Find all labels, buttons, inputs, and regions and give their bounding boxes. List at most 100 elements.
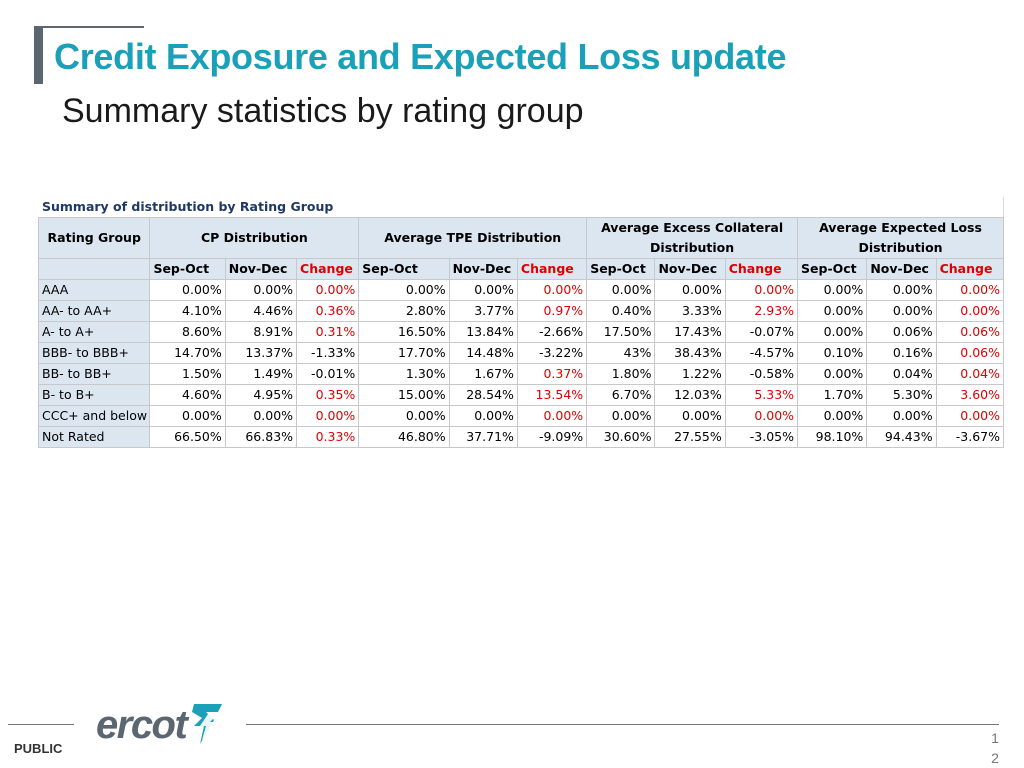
subheader-sep-oct: Sep-Oct <box>358 258 450 280</box>
subheader-nov-dec: Nov-Dec <box>448 258 518 280</box>
rating-group-label: BBB- to BBB+ <box>37 342 151 364</box>
subheader-sep-oct: Sep-Oct <box>586 258 656 280</box>
table-row: AA- to AA+ 4.10% 4.46% 0.36% 2.80% 3.77% 0.97%… <box>37 300 1005 322</box>
title-accent-rule <box>34 26 144 28</box>
value-cell: 27.55% <box>654 426 726 448</box>
value-cell: 14.48% <box>448 342 518 364</box>
value-cell: 0.00% <box>149 279 226 301</box>
change-cell: 0.97% <box>516 300 588 322</box>
subheader-change: Change <box>516 258 588 280</box>
value-cell: 0.00% <box>448 279 518 301</box>
change-cell: -3.22% <box>516 342 588 364</box>
rating-group-label: AA- to AA+ <box>37 300 151 322</box>
value-cell: 12.03% <box>654 384 726 406</box>
value-cell: 0.00% <box>586 279 656 301</box>
value-cell: 0.00% <box>866 405 937 427</box>
table-row: A- to A+ 8.60% 8.91% 0.31% 16.50% 13.84% -2.66… <box>37 321 1005 343</box>
ercot-lightning-star-icon <box>188 700 228 751</box>
value-cell: 4.95% <box>224 384 298 406</box>
group-header-excess-collateral: Average Excess Collateral Distribution <box>586 217 799 259</box>
table-body: AAA 0.00% 0.00% 0.00% 0.00% 0.00% 0.00% 0.00% 0.… <box>37 279 1005 448</box>
change-cell: -0.58% <box>724 363 799 385</box>
value-cell: 0.00% <box>797 279 868 301</box>
value-cell: 0.04% <box>866 363 937 385</box>
value-cell: 0.00% <box>448 405 518 427</box>
change-cell: -1.33% <box>296 342 360 364</box>
value-cell: 66.50% <box>149 426 226 448</box>
change-cell: -0.01% <box>296 363 360 385</box>
change-cell: -0.07% <box>724 321 799 343</box>
value-cell: 28.54% <box>448 384 518 406</box>
rating-group-label: Not Rated <box>37 426 151 448</box>
change-cell: 0.06% <box>935 342 1005 364</box>
table-row: BBB- to BBB+ 14.70% 13.37% -1.33% 17.70% 14.4… <box>37 342 1005 364</box>
value-cell: 8.60% <box>149 321 226 343</box>
change-cell: -3.05% <box>724 426 799 448</box>
change-cell: -4.57% <box>724 342 799 364</box>
value-cell: 0.00% <box>654 405 726 427</box>
change-cell: -3.67% <box>935 426 1005 448</box>
table-row: AAA 0.00% 0.00% 0.00% 0.00% 0.00% 0.00% 0.00% 0.… <box>37 279 1005 301</box>
slide-subtitle: Summary statistics by rating group <box>62 92 584 130</box>
subheader-sep-oct: Sep-Oct <box>149 258 226 280</box>
value-cell: 0.00% <box>358 405 450 427</box>
rating-group-summary-table: Summary of distribution by Rating Group … <box>37 197 1005 453</box>
value-cell: 13.37% <box>224 342 298 364</box>
value-cell: 0.00% <box>797 405 868 427</box>
change-cell: 0.00% <box>296 279 360 301</box>
title-accent-bar <box>34 26 43 84</box>
change-cell: -9.09% <box>516 426 588 448</box>
change-cell: 0.00% <box>296 405 360 427</box>
change-cell: 0.04% <box>935 363 1005 385</box>
value-cell: 0.00% <box>149 405 226 427</box>
value-cell: 66.83% <box>224 426 298 448</box>
rating-group-label: B- to B+ <box>37 384 151 406</box>
change-cell: 0.00% <box>724 279 799 301</box>
value-cell: 0.06% <box>866 321 937 343</box>
value-cell: 4.10% <box>149 300 226 322</box>
footer-rule-left <box>8 724 74 725</box>
value-cell: 2.80% <box>358 300 450 322</box>
value-cell: 30.60% <box>586 426 656 448</box>
value-cell: 1.49% <box>224 363 298 385</box>
subheader-change: Change <box>296 258 360 280</box>
value-cell: 0.10% <box>797 342 868 364</box>
rating-group-label: BB- to BB+ <box>37 363 151 385</box>
value-cell: 0.00% <box>586 405 656 427</box>
value-cell: 14.70% <box>149 342 226 364</box>
table-row: B- to B+ 4.60% 4.95% 0.35% 15.00% 28.54% 13.54… <box>37 384 1005 406</box>
change-cell: 0.00% <box>516 405 588 427</box>
value-cell: 1.22% <box>654 363 726 385</box>
change-cell: 0.35% <box>296 384 360 406</box>
subheader-change: Change <box>935 258 1005 280</box>
change-cell: 0.36% <box>296 300 360 322</box>
value-cell: 17.70% <box>358 342 450 364</box>
change-cell: 2.93% <box>724 300 799 322</box>
subheader-change: Change <box>724 258 799 280</box>
slide-title: Credit Exposure and Expected Loss update <box>54 36 787 77</box>
value-cell: 1.67% <box>448 363 518 385</box>
subheader-nov-dec: Nov-Dec <box>866 258 937 280</box>
rating-group-label: AAA <box>37 279 151 301</box>
value-cell: 0.00% <box>797 363 868 385</box>
value-cell: 4.60% <box>149 384 226 406</box>
value-cell: 0.16% <box>866 342 937 364</box>
value-cell: 0.00% <box>224 405 298 427</box>
change-cell: 5.33% <box>724 384 799 406</box>
group-header-expected-loss: Average Expected Loss Distribution <box>797 217 1004 259</box>
change-cell: 0.06% <box>935 321 1005 343</box>
subheader-sep-oct: Sep-Oct <box>797 258 868 280</box>
change-cell: 0.00% <box>935 279 1005 301</box>
change-cell: 0.33% <box>296 426 360 448</box>
value-cell: 0.00% <box>224 279 298 301</box>
value-cell: 98.10% <box>797 426 868 448</box>
value-cell: 94.43% <box>866 426 937 448</box>
change-cell: 0.00% <box>516 279 588 301</box>
value-cell: 1.50% <box>149 363 226 385</box>
value-cell: 13.84% <box>448 321 518 343</box>
change-cell: 0.00% <box>724 405 799 427</box>
subheader-nov-dec: Nov-Dec <box>224 258 298 280</box>
value-cell: 43% <box>586 342 656 364</box>
value-cell: 1.30% <box>358 363 450 385</box>
value-cell: 15.00% <box>358 384 450 406</box>
